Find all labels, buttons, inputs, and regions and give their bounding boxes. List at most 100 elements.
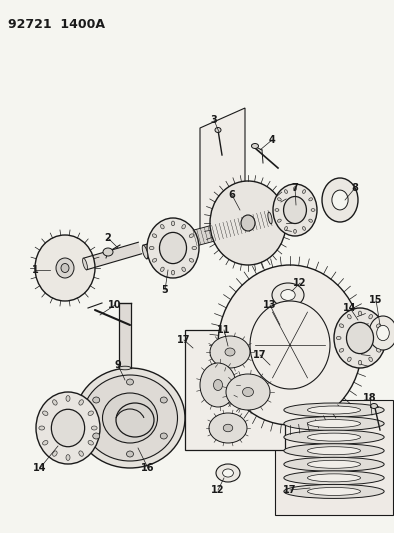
Ellipse shape bbox=[214, 379, 223, 391]
Ellipse shape bbox=[284, 190, 288, 193]
Ellipse shape bbox=[369, 314, 372, 319]
Text: 92721  1400A: 92721 1400A bbox=[8, 18, 105, 31]
Ellipse shape bbox=[284, 471, 384, 485]
Text: 7: 7 bbox=[292, 183, 298, 193]
Ellipse shape bbox=[307, 488, 361, 496]
Ellipse shape bbox=[369, 357, 372, 361]
Ellipse shape bbox=[93, 433, 100, 439]
Ellipse shape bbox=[303, 227, 306, 230]
Ellipse shape bbox=[376, 349, 381, 352]
Ellipse shape bbox=[51, 409, 85, 447]
Text: 15: 15 bbox=[369, 295, 383, 305]
Polygon shape bbox=[200, 108, 245, 240]
Ellipse shape bbox=[36, 392, 100, 464]
Ellipse shape bbox=[284, 197, 307, 223]
Ellipse shape bbox=[39, 426, 45, 430]
Ellipse shape bbox=[200, 363, 236, 407]
Ellipse shape bbox=[307, 433, 361, 441]
Ellipse shape bbox=[75, 368, 185, 468]
Ellipse shape bbox=[43, 411, 48, 416]
Ellipse shape bbox=[307, 419, 361, 427]
Ellipse shape bbox=[160, 267, 164, 271]
Ellipse shape bbox=[182, 267, 186, 271]
Ellipse shape bbox=[83, 258, 87, 270]
Ellipse shape bbox=[79, 400, 84, 405]
Ellipse shape bbox=[93, 397, 100, 403]
Ellipse shape bbox=[171, 221, 175, 226]
Ellipse shape bbox=[376, 324, 381, 328]
Ellipse shape bbox=[223, 469, 233, 477]
Polygon shape bbox=[119, 303, 131, 368]
Ellipse shape bbox=[284, 403, 384, 417]
Ellipse shape bbox=[334, 308, 386, 368]
Ellipse shape bbox=[66, 395, 70, 401]
Ellipse shape bbox=[307, 474, 361, 482]
Text: 4: 4 bbox=[269, 135, 275, 145]
Text: 3: 3 bbox=[211, 115, 217, 125]
Ellipse shape bbox=[210, 336, 250, 368]
Polygon shape bbox=[83, 242, 142, 270]
Ellipse shape bbox=[103, 248, 113, 256]
Text: 6: 6 bbox=[229, 190, 235, 200]
Ellipse shape bbox=[348, 314, 351, 319]
Ellipse shape bbox=[294, 229, 296, 233]
Ellipse shape bbox=[142, 245, 148, 259]
Ellipse shape bbox=[160, 232, 186, 264]
Ellipse shape bbox=[268, 212, 272, 224]
Ellipse shape bbox=[225, 348, 235, 356]
Text: 8: 8 bbox=[351, 183, 359, 193]
Polygon shape bbox=[269, 204, 311, 224]
Ellipse shape bbox=[377, 325, 389, 341]
Ellipse shape bbox=[275, 208, 279, 212]
Ellipse shape bbox=[284, 457, 384, 471]
Ellipse shape bbox=[332, 190, 348, 210]
Ellipse shape bbox=[309, 198, 312, 201]
Polygon shape bbox=[143, 231, 197, 259]
Ellipse shape bbox=[66, 455, 70, 461]
Ellipse shape bbox=[250, 301, 330, 389]
Ellipse shape bbox=[119, 366, 131, 370]
Ellipse shape bbox=[369, 316, 394, 350]
Ellipse shape bbox=[149, 246, 154, 249]
Ellipse shape bbox=[192, 246, 197, 249]
Ellipse shape bbox=[61, 263, 69, 272]
Ellipse shape bbox=[126, 451, 134, 457]
Ellipse shape bbox=[102, 393, 158, 443]
Ellipse shape bbox=[242, 387, 253, 397]
Ellipse shape bbox=[82, 375, 178, 461]
Ellipse shape bbox=[284, 430, 384, 444]
Ellipse shape bbox=[303, 190, 306, 193]
Ellipse shape bbox=[171, 270, 175, 275]
Ellipse shape bbox=[251, 143, 258, 149]
Text: 9: 9 bbox=[115, 360, 121, 370]
Ellipse shape bbox=[339, 324, 344, 328]
Ellipse shape bbox=[370, 403, 377, 408]
Ellipse shape bbox=[339, 349, 344, 352]
Ellipse shape bbox=[216, 464, 240, 482]
Ellipse shape bbox=[346, 322, 374, 353]
Text: 17: 17 bbox=[253, 350, 267, 360]
Ellipse shape bbox=[277, 198, 281, 201]
Ellipse shape bbox=[91, 426, 97, 430]
Text: 17: 17 bbox=[283, 485, 297, 495]
Ellipse shape bbox=[126, 379, 134, 385]
Ellipse shape bbox=[307, 447, 361, 455]
Text: 1: 1 bbox=[32, 265, 38, 275]
Ellipse shape bbox=[43, 440, 48, 445]
Text: 16: 16 bbox=[141, 463, 155, 473]
Ellipse shape bbox=[56, 258, 74, 278]
Ellipse shape bbox=[273, 184, 317, 236]
Ellipse shape bbox=[336, 336, 341, 340]
Ellipse shape bbox=[272, 283, 304, 307]
Ellipse shape bbox=[311, 208, 315, 212]
Ellipse shape bbox=[209, 413, 247, 443]
Ellipse shape bbox=[241, 215, 255, 231]
Ellipse shape bbox=[160, 224, 164, 229]
Ellipse shape bbox=[322, 178, 358, 222]
Ellipse shape bbox=[284, 417, 384, 431]
Text: 12: 12 bbox=[211, 485, 225, 495]
Ellipse shape bbox=[147, 218, 199, 278]
Text: 13: 13 bbox=[263, 300, 277, 310]
Text: 2: 2 bbox=[105, 233, 112, 243]
Ellipse shape bbox=[348, 357, 351, 361]
